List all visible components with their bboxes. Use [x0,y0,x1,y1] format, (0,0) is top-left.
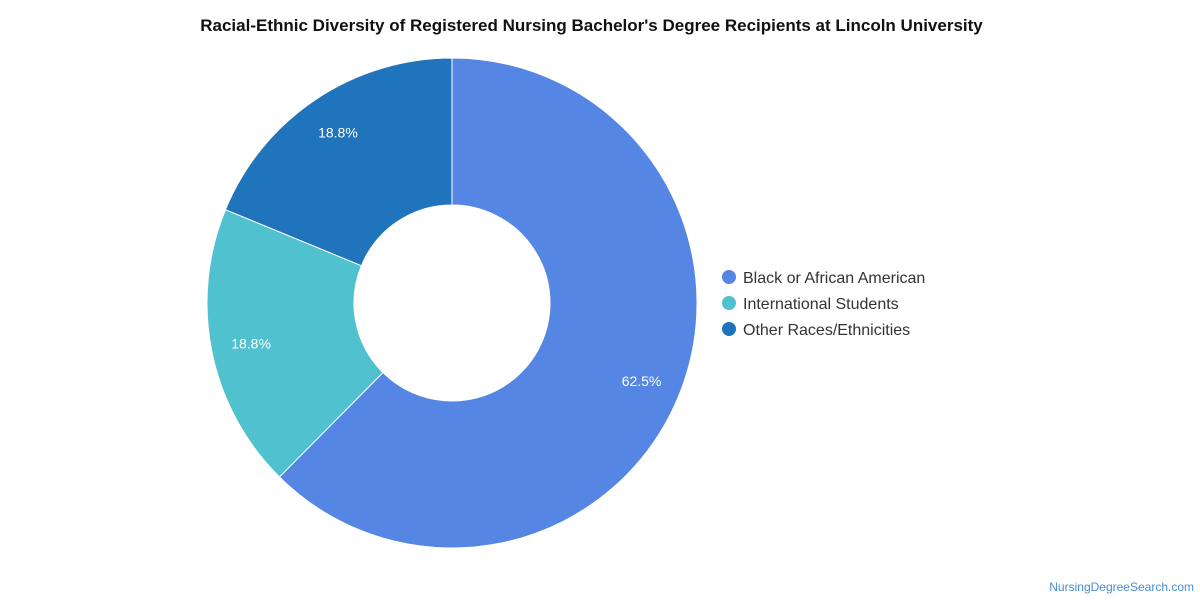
legend-label: Black or African American [743,270,925,287]
slice-value-label: 18.8% [231,336,271,352]
legend-swatch [722,322,736,336]
slice-labels-layer: 62.5% 18.8% 18.8% [231,125,661,389]
legend-label: International Students [743,296,899,313]
legend-swatch [722,270,736,284]
legend-item[interactable]: International Students [722,296,899,313]
legend-label: Other Races/Ethnicities [743,322,910,339]
slice-value-label: 62.5% [622,373,662,389]
slice-international-students[interactable] [206,209,384,478]
slice-other-races-ethnicities[interactable] [224,57,453,267]
legend-item[interactable]: Other Races/Ethnicities [722,322,910,339]
legend-item[interactable]: Black or African American [722,270,925,287]
slice-value-label: 18.8% [318,125,358,141]
legend: Black or African American International S… [722,270,925,339]
chart-title: Racial-Ethnic Diversity of Registered Nu… [200,16,983,35]
slices-layer [206,57,698,549]
legend-swatch [722,296,736,310]
slice-black-or-african-american[interactable] [278,57,698,549]
watermark[interactable]: NursingDegreeSearch.com [1049,580,1194,594]
